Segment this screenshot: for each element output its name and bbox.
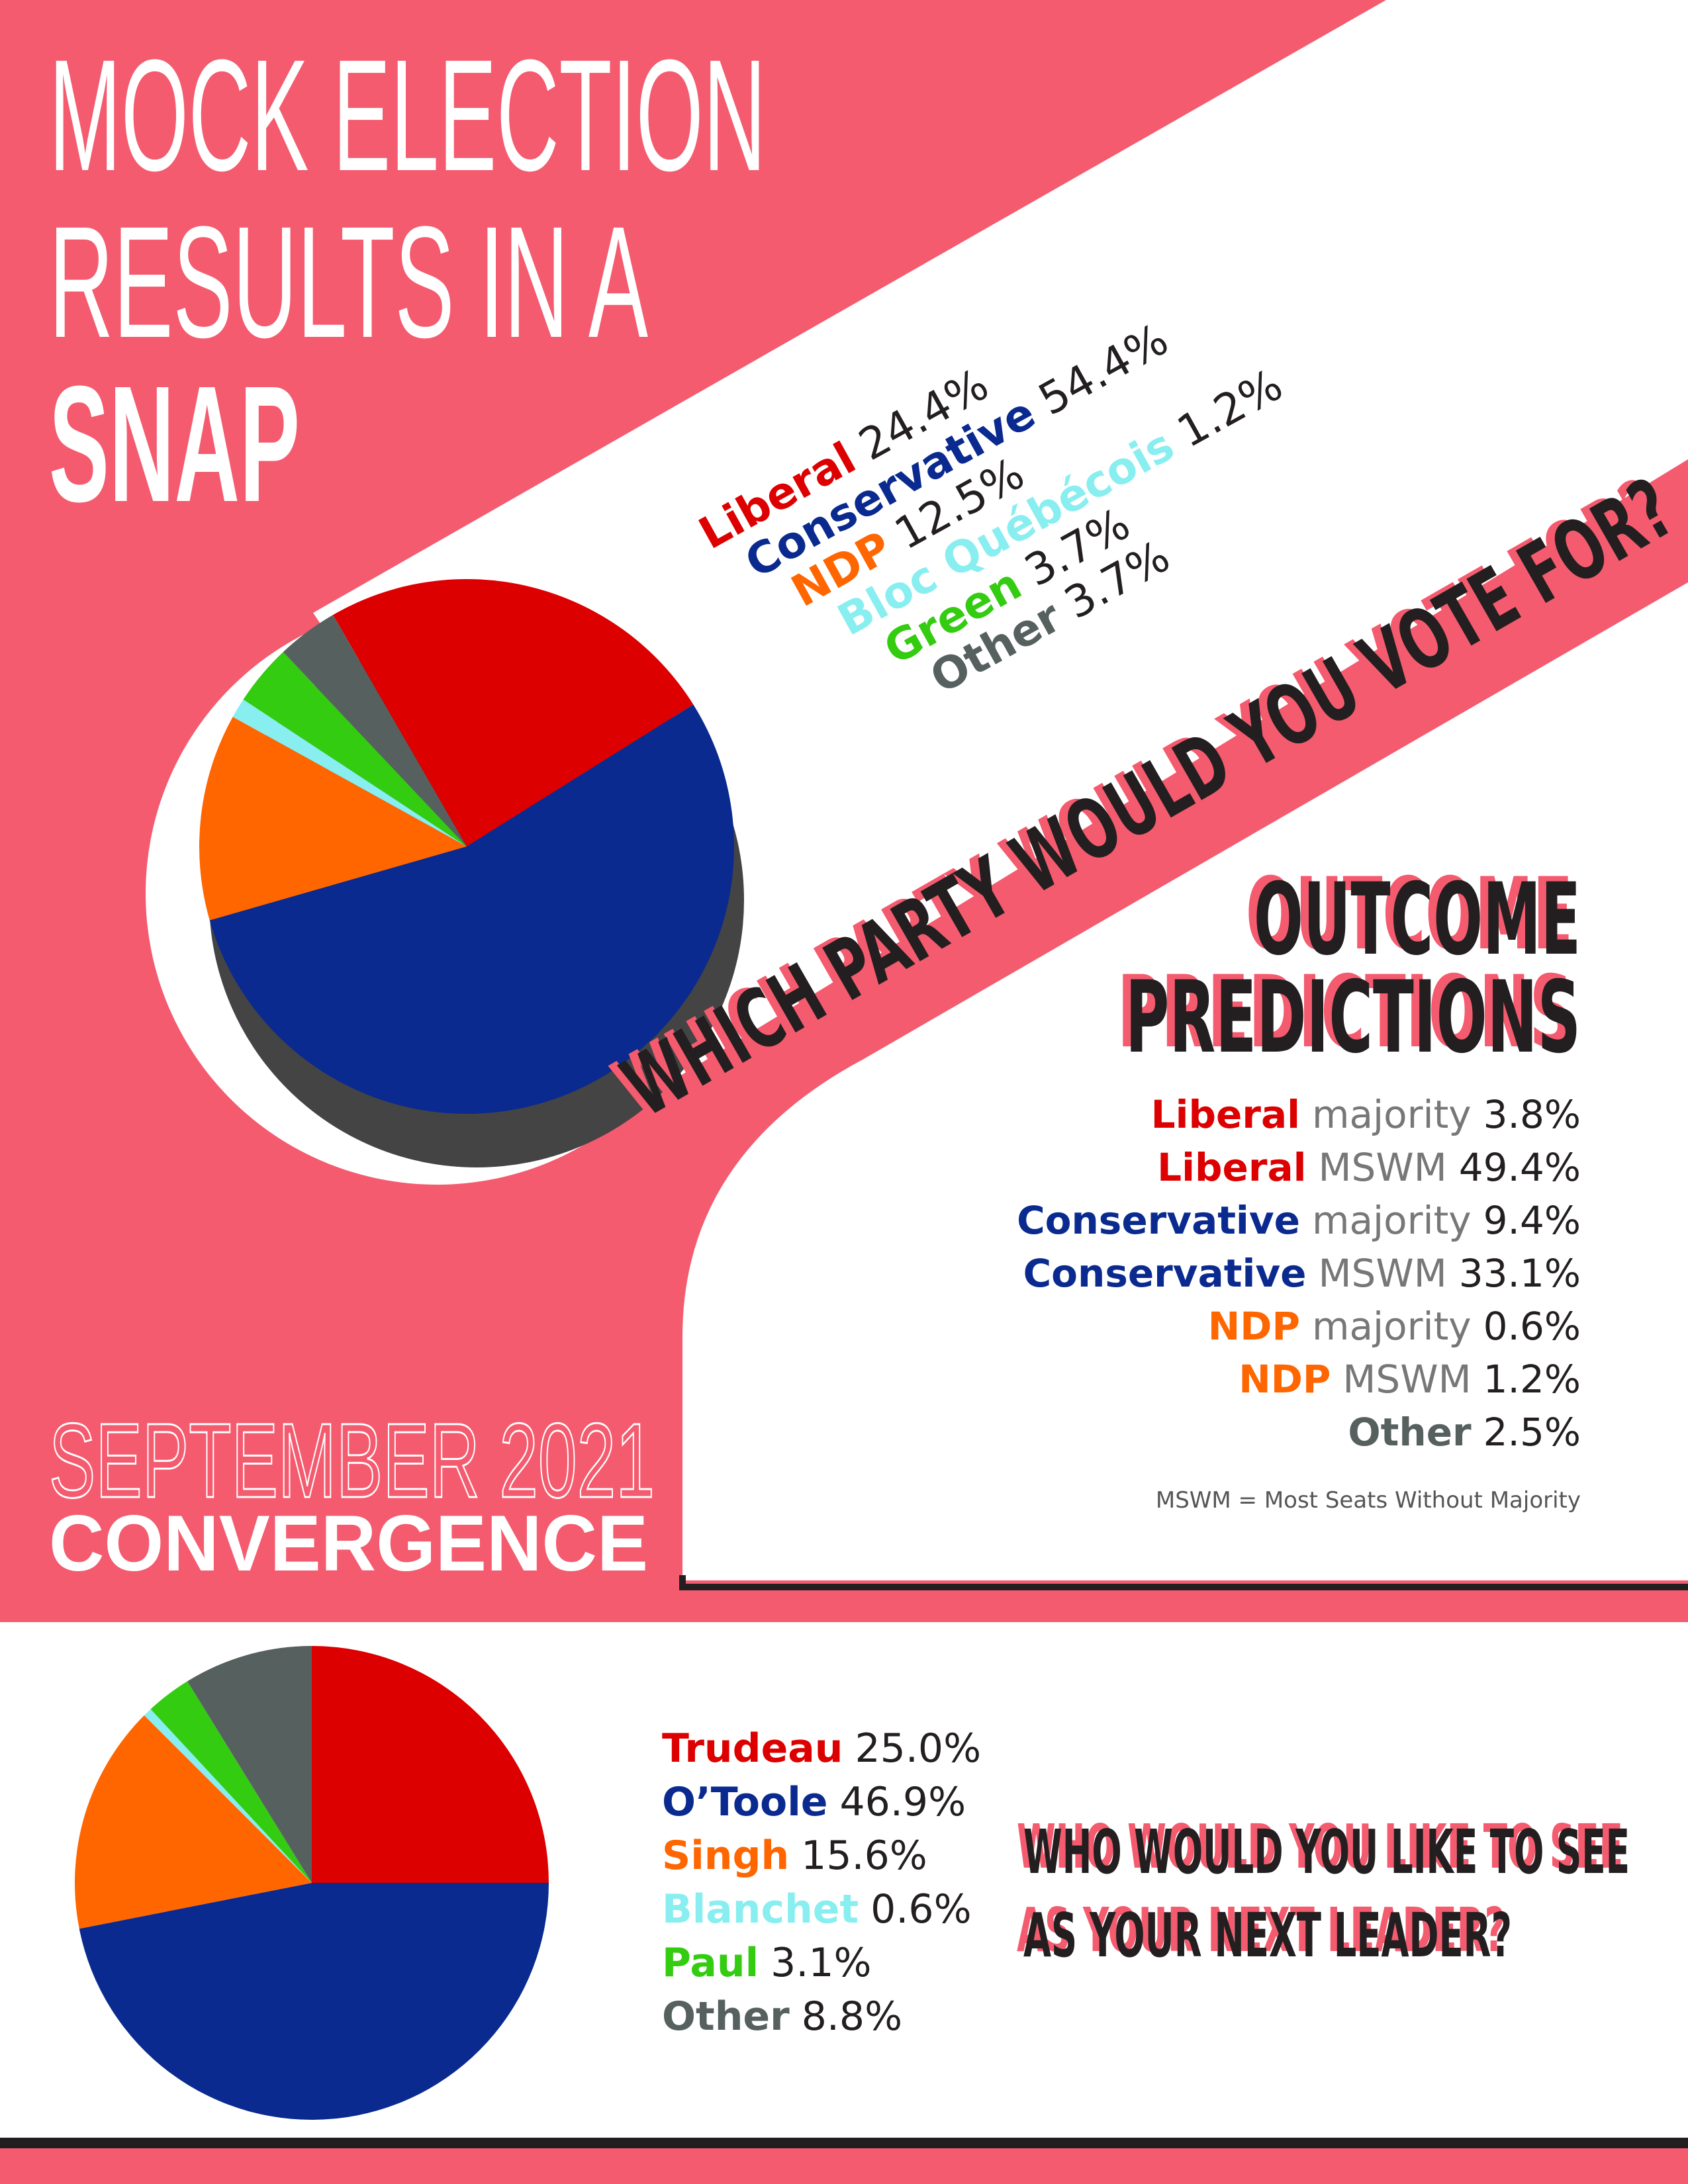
pie-slice: [187, 1646, 312, 1883]
probability: 0.6%: [1483, 1304, 1581, 1349]
outcome: MSWM: [1342, 1357, 1471, 1402]
legend: Trudeau 25.0% O’Toole 46.9% Singh 15.6% Blanch…: [662, 1725, 981, 2040]
party: NDP: [1239, 1357, 1331, 1402]
note: MSWM = Most Seats Without Majority: [1156, 1487, 1581, 1514]
legend-value: 15.6%: [801, 1833, 927, 1879]
party: Liberal: [1151, 1092, 1300, 1137]
legend-label: Blanchet: [662, 1886, 859, 1933]
predictions-title: OUTCOME: [1254, 862, 1581, 978]
prediction-row: Liberal majority 3.8%: [1151, 1092, 1581, 1137]
probability: 3.8%: [1483, 1092, 1581, 1137]
prediction-row: NDP majority 0.6%: [1208, 1304, 1581, 1349]
legend-label: Trudeau: [662, 1725, 843, 1772]
party: Liberal: [1157, 1145, 1306, 1190]
legend-entry: Trudeau 25.0%: [662, 1725, 981, 1772]
prediction-row: Conservative majority 9.4%: [1017, 1198, 1581, 1243]
pie-slice: [283, 615, 467, 846]
prediction-row: Other 2.5%: [1348, 1410, 1581, 1455]
legend-label: Paul: [662, 1940, 759, 1986]
party: Other: [1348, 1410, 1472, 1455]
predictions: OUTCOME OUTCOME PREDICTIONS PREDICTIONS …: [1017, 857, 1581, 1514]
pie-chart: [74, 1646, 549, 2120]
brand: CONVERGENCE: [49, 1499, 648, 1588]
predictions-title-shadow: PREDICTIONS: [1117, 955, 1573, 1070]
legend-entry: Blanchet 0.6%: [662, 1886, 972, 1933]
prediction-row: Conservative MSWM 33.1%: [1023, 1251, 1581, 1296]
party: Conservative: [1023, 1251, 1307, 1296]
probability: 2.5%: [1483, 1410, 1581, 1455]
panel-shadow: [679, 1575, 1688, 1590]
pie-slice: [243, 652, 467, 846]
chart-title: WHO WOULD YOU LIKE TO SEE: [1023, 1817, 1630, 1888]
title-line: MOCK ELECTION: [49, 26, 766, 204]
title-emphasis: SNAP: [49, 351, 300, 536]
pie-slice: [232, 699, 467, 846]
pie-slice: [333, 578, 694, 846]
party: Conservative: [1017, 1198, 1300, 1243]
legend: Liberal24.4%Conservative54.4%NDP12.5%Blo…: [690, 314, 1291, 704]
date: SEPTEMBER 2021: [49, 1401, 655, 1520]
predictions-title: PREDICTIONS: [1125, 960, 1581, 1075]
legend-entry: O’Toole 46.9%: [662, 1779, 966, 1825]
predictions-title-shadow: OUTCOME: [1246, 857, 1573, 972]
pie-slice: [312, 1646, 549, 1883]
bottom-rule: [0, 2138, 1688, 2148]
pie-slice: [74, 1715, 312, 1929]
pie-slice: [150, 1681, 312, 1883]
lower-panel: [682, 582, 1688, 1580]
outcome: MSWM: [1318, 1145, 1446, 1190]
probability: 9.4%: [1483, 1198, 1581, 1243]
chart-title-shadow: WHO WOULD YOU LIKE TO SEE: [1017, 1811, 1623, 1882]
probability: 1.2%: [1483, 1357, 1581, 1402]
pie-slice: [144, 1709, 312, 1883]
prediction-row: Liberal MSWM 49.4%: [1157, 1145, 1581, 1190]
probability: 33.1%: [1459, 1251, 1581, 1296]
legend-value: 8.8%: [802, 1993, 902, 2040]
outcome: majority: [1312, 1304, 1472, 1349]
outcome: MSWM: [1318, 1251, 1446, 1296]
legend-entry: Paul 3.1%: [662, 1940, 872, 1986]
probability: 49.4%: [1459, 1145, 1581, 1190]
legend-label: O’Toole: [662, 1779, 827, 1825]
legend-value: 3.1%: [771, 1940, 871, 1986]
pie-slice: [199, 717, 467, 921]
legend-entry: Other 8.8%: [662, 1993, 902, 2040]
title-line: RESULTS IN A: [49, 193, 648, 371]
outcome: majority: [1312, 1198, 1472, 1243]
legend-label: Singh: [662, 1833, 789, 1879]
chart-title: AS YOUR NEXT LEADER?: [1023, 1900, 1512, 1971]
legend-entry: Singh 15.6%: [662, 1833, 927, 1879]
pie-slice: [79, 1883, 549, 2120]
party: NDP: [1208, 1304, 1300, 1349]
legend-value: 0.6%: [870, 1886, 971, 1933]
chart-title-shadow: AS YOUR NEXT LEADER?: [1017, 1895, 1505, 1966]
legend-value: 46.9%: [839, 1779, 966, 1825]
pie-chart: [199, 578, 734, 1114]
legend-value: 25.0%: [855, 1725, 982, 1772]
pie-slice: [209, 704, 734, 1114]
legend-label: Other: [662, 1993, 790, 2040]
prediction-row: NDP MSWM 1.2%: [1239, 1357, 1581, 1402]
outcome: majority: [1312, 1092, 1472, 1137]
